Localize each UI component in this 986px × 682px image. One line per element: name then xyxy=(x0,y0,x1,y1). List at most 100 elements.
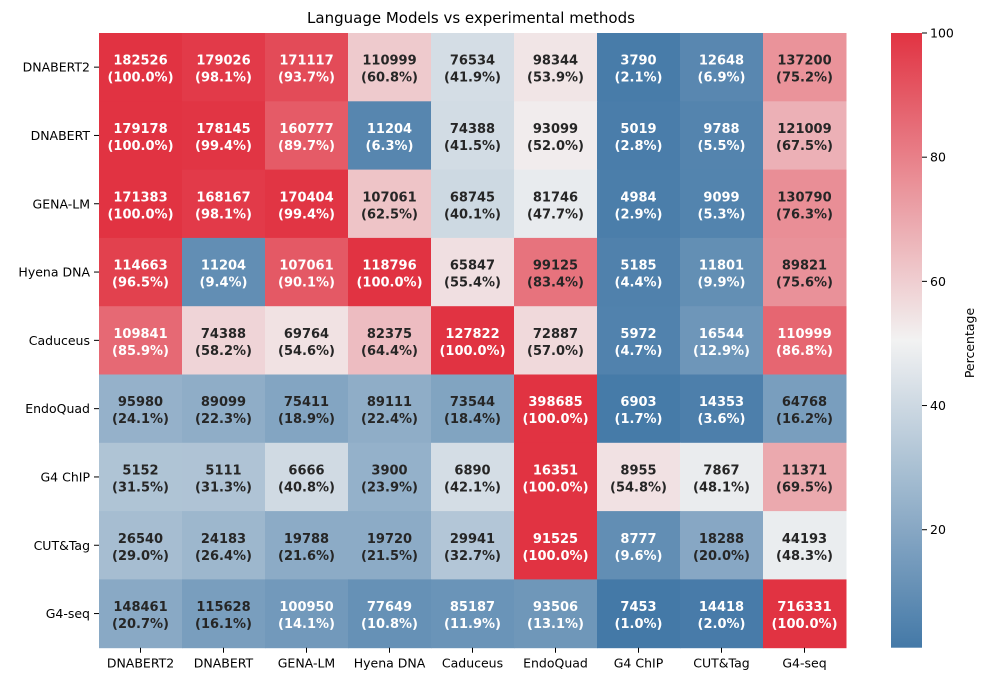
cell-percent-label: (20.7%) xyxy=(112,617,169,632)
heatmap-cell xyxy=(597,579,681,649)
cell-percent-label: (42.1%) xyxy=(444,480,501,495)
cell-count-label: 89111 xyxy=(367,395,412,410)
heatmap-cell xyxy=(597,306,681,375)
cell-percent-label: (4.4%) xyxy=(615,276,663,291)
cell-count-label: 44193 xyxy=(782,532,827,547)
cell-count-label: 11204 xyxy=(201,259,246,274)
cell-percent-label: (16.1%) xyxy=(195,617,252,632)
cell-count-label: 93099 xyxy=(533,122,578,137)
cell-count-label: 110999 xyxy=(362,54,416,69)
y-tick-label: CUT&Tag xyxy=(34,538,90,553)
heatmap-cell xyxy=(182,511,266,580)
heatmap-cell xyxy=(348,101,432,171)
colorbar-tick-label: 20 xyxy=(930,522,946,537)
colorbar-label: Percentage xyxy=(962,308,977,379)
cell-percent-label: (10.8%) xyxy=(361,617,418,632)
cell-percent-label: (62.5%) xyxy=(361,207,418,222)
colorbar-gradient xyxy=(891,33,922,648)
cell-percent-label: (13.1%) xyxy=(527,617,584,632)
cell-count-label: 89821 xyxy=(782,259,827,274)
cell-count-label: 5111 xyxy=(205,463,241,478)
cell-percent-label: (41.9%) xyxy=(444,71,501,86)
heatmap-cell xyxy=(431,511,515,580)
cell-count-label: 14353 xyxy=(699,395,744,410)
cell-percent-label: (89.7%) xyxy=(278,139,335,154)
cell-percent-label: (16.2%) xyxy=(776,412,833,427)
heatmap-cell xyxy=(763,306,847,375)
cell-count-label: 11371 xyxy=(782,463,827,478)
cell-percent-label: (48.3%) xyxy=(776,549,833,564)
heatmap-cell xyxy=(680,579,764,649)
cell-count-label: 85187 xyxy=(450,600,495,615)
colorbar-tick-label: 100 xyxy=(930,26,954,41)
cell-count-label: 14418 xyxy=(699,600,744,615)
cell-count-label: 18288 xyxy=(699,532,744,547)
heatmap-cell xyxy=(265,33,349,102)
y-tick-label: DNABERT2 xyxy=(23,60,90,75)
colorbar-tick-label: 60 xyxy=(930,274,946,289)
heatmap-cell xyxy=(680,442,764,512)
cell-percent-label: (18.4%) xyxy=(444,412,501,427)
cell-count-label: 130790 xyxy=(777,190,831,205)
cell-count-label: 99125 xyxy=(533,259,578,274)
cell-percent-label: (54.6%) xyxy=(278,344,335,359)
heatmap-cell xyxy=(431,169,515,239)
x-tick-label: Hyena DNA xyxy=(354,656,426,671)
heatmap-cell xyxy=(348,237,432,307)
cell-count-label: 168167 xyxy=(196,190,250,205)
cell-percent-label: (86.8%) xyxy=(776,344,833,359)
cell-count-label: 160777 xyxy=(279,122,333,137)
heatmap-cell xyxy=(99,101,183,171)
heatmap-cell xyxy=(431,442,515,512)
cell-percent-label: (90.1%) xyxy=(278,276,335,291)
heatmap-cell xyxy=(99,511,183,580)
cell-count-label: 118796 xyxy=(362,259,416,274)
cell-percent-label: (75.2%) xyxy=(776,71,833,86)
cell-count-label: 89099 xyxy=(201,395,246,410)
cell-percent-label: (100.0%) xyxy=(439,344,505,359)
cell-count-label: 64768 xyxy=(782,395,827,410)
cell-percent-label: (100.0%) xyxy=(522,549,588,564)
x-axis-ticks: DNABERT2 DNABERT GENA-LM Hyena DNA Caduceus E… xyxy=(107,647,827,671)
heatmap-cell xyxy=(514,237,598,307)
cell-count-label: 127822 xyxy=(445,327,499,342)
cell-count-label: 107061 xyxy=(362,190,416,205)
heatmap-cell xyxy=(99,169,183,239)
y-tick-label: G4-seq xyxy=(46,606,90,621)
cell-percent-label: (4.7%) xyxy=(615,344,663,359)
cell-percent-label: (2.8%) xyxy=(615,139,663,154)
cell-count-label: 7867 xyxy=(703,463,739,478)
heatmap-cell xyxy=(763,579,847,649)
cell-percent-label: (60.8%) xyxy=(361,71,418,86)
cell-count-label: 5019 xyxy=(620,122,656,137)
cell-percent-label: (100.0%) xyxy=(107,207,173,222)
cell-percent-label: (100.0%) xyxy=(522,412,588,427)
x-tick-label: GENA-LM xyxy=(278,656,335,671)
heatmap-cell xyxy=(680,33,764,102)
heatmap-cell xyxy=(99,237,183,307)
heatmap-cell xyxy=(597,101,681,171)
heatmap-cell xyxy=(680,306,764,375)
cell-percent-label: (69.5%) xyxy=(776,480,833,495)
heatmap-cell xyxy=(348,306,432,375)
cell-count-label: 16351 xyxy=(533,463,578,478)
heatmap-cell xyxy=(431,101,515,171)
heatmap-cell xyxy=(680,237,764,307)
cell-percent-label: (48.1%) xyxy=(693,480,750,495)
heatmap-cell xyxy=(99,579,183,649)
cell-percent-label: (100.0%) xyxy=(771,617,837,632)
cell-count-label: 74388 xyxy=(201,327,246,342)
cell-percent-label: (5.5%) xyxy=(698,139,746,154)
heatmap-cell xyxy=(99,442,183,512)
heatmap-cell xyxy=(182,579,266,649)
cell-count-label: 74388 xyxy=(450,122,495,137)
heatmap-cell xyxy=(763,169,847,239)
heatmap-cell xyxy=(680,511,764,580)
cell-percent-label: (53.9%) xyxy=(527,71,584,86)
cell-percent-label: (41.5%) xyxy=(444,139,501,154)
cell-percent-label: (54.8%) xyxy=(610,480,667,495)
cell-count-label: 24183 xyxy=(201,532,246,547)
cell-count-label: 121009 xyxy=(777,122,831,137)
cell-count-label: 65847 xyxy=(450,259,495,274)
